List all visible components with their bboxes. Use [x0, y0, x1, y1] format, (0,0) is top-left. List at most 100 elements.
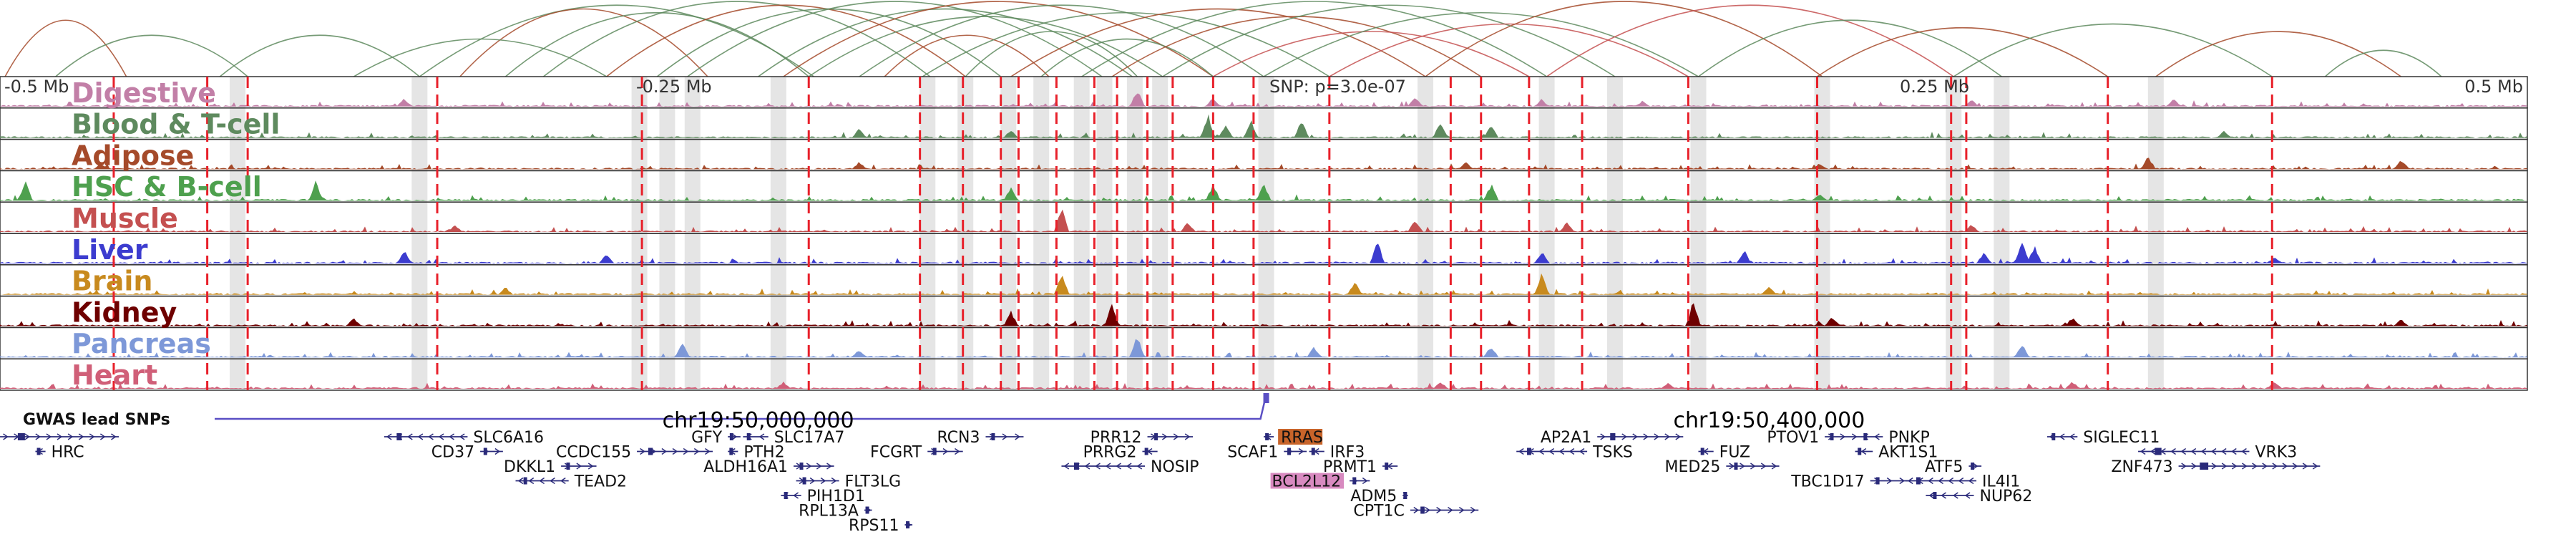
gene-strand-arrow: [2272, 463, 2278, 470]
gene-strand-arrow: [89, 433, 95, 440]
gene-exon-19: [1073, 463, 1079, 470]
signal-8: [0, 339, 2527, 358]
gene-strand-arrow: [1095, 463, 1101, 470]
gene-strand-arrow: [758, 433, 765, 440]
loop-arc-31: [2324, 49, 2442, 77]
gene-exon-30: [1734, 463, 1738, 470]
gene-strand-arrow: [826, 463, 832, 470]
gene-exon-14: [906, 521, 910, 528]
gene-strand-arrow: [1126, 463, 1132, 470]
signal-tracks: [0, 76, 2528, 391]
gene-strand-arrow: [2292, 463, 2298, 470]
gene-strand-arrow: [955, 448, 960, 455]
ruler-tick-label: -0.25 Mb: [636, 77, 712, 97]
gene-label-30: MED25: [1665, 458, 1721, 476]
ruler-tick-label: 0.5 Mb: [2464, 77, 2523, 97]
gene-strand-arrow: [1136, 463, 1143, 470]
gene-strand-arrow: [2242, 463, 2248, 470]
gene-label-38: SIGLEC11: [2083, 429, 2160, 447]
gene-exon-33: [1858, 448, 1862, 455]
loop-arc-21: [1162, 4, 1616, 77]
gene-strand-arrow: [1621, 433, 1628, 440]
loop-arc-17: [1010, 8, 1426, 77]
gene-exon-34: [1971, 463, 1975, 470]
gene-exon-24: [1352, 477, 1357, 485]
gene-strand-arrow: [809, 477, 816, 485]
track-label-4: Muscle: [72, 203, 178, 234]
gene-strand-arrow: [57, 433, 63, 440]
gene-strand-arrow: [816, 463, 822, 470]
loop-arc-7: [606, 4, 966, 77]
gene-exon-23: [1385, 463, 1389, 470]
gene-exon-2: [396, 433, 402, 440]
gene-strand-arrow: [1664, 433, 1671, 440]
gene-strand-arrow: [2220, 448, 2227, 455]
gene-strand-arrow: [438, 433, 444, 440]
gene-exon-15: [932, 448, 937, 455]
gene-strand-arrow: [67, 433, 74, 440]
gene-strand-arrow: [2069, 433, 2075, 440]
gene-label-19: NOSIP: [1151, 458, 1199, 476]
gene-strand-arrow: [1958, 477, 1964, 485]
gene-strand-arrow: [661, 448, 668, 455]
gene-strand-arrow: [820, 477, 826, 485]
gene-strand-arrow: [2312, 463, 2318, 470]
gene-strand-arrow: [24, 433, 30, 440]
gene-exon-31: [1830, 433, 1834, 440]
loop-arc-15: [922, 11, 1330, 77]
gene-label-6: CCDC155: [556, 444, 631, 462]
gene-label-9: PTH2: [743, 444, 784, 462]
gene-strand-arrow: [1184, 433, 1191, 440]
gene-label-13: RPL13A: [799, 503, 859, 521]
loop-arc-13: [859, 4, 1264, 77]
gene-strand-arrow: [1899, 477, 1906, 485]
gene-exon-7: [729, 433, 733, 440]
gene-strand-arrow: [2262, 463, 2268, 470]
gene-strand-arrow: [1928, 477, 1933, 485]
gene-label-26: CPT1C: [1353, 503, 1404, 521]
gene-strand-arrow: [672, 448, 678, 455]
loop-arc-20: [1111, 16, 1482, 77]
gene-exon-36: [1916, 477, 1921, 485]
gene-strand-arrow: [1470, 506, 1476, 514]
gene-label-31: PTOV1: [1767, 429, 1819, 447]
gene-strand-arrow: [386, 433, 392, 440]
gene-strand-arrow: [2302, 463, 2308, 470]
loop-arc-12: [808, 16, 1163, 77]
gene-strand-arrow: [640, 448, 645, 455]
gene-exon-38: [2051, 433, 2056, 440]
gene-strand-arrow: [1760, 463, 1767, 470]
gene-exon-20: [1265, 433, 1269, 440]
gene-strand-arrow: [1436, 506, 1442, 514]
loop-arc-19: [1081, 1, 1548, 77]
gene-label-4: DKKL1: [504, 458, 555, 476]
track-label-6: Brain: [72, 266, 152, 297]
gene-strand-arrow: [2282, 463, 2288, 470]
track-label-8: Pancreas: [72, 328, 211, 359]
gene-strand-arrow: [2252, 463, 2258, 470]
gene-highlight-box-20: [1278, 429, 1323, 445]
gene-strand-arrow: [1425, 506, 1430, 514]
gene-strand-arrow: [1548, 448, 1555, 455]
gene-label-40: ZNF473: [2111, 458, 2172, 476]
gene-exon-29: [1700, 448, 1704, 455]
chromatin-loop-arcs: [4, 1, 2442, 77]
gene-strand-arrow: [2190, 448, 2197, 455]
gene-strand-arrow: [1458, 506, 1465, 514]
loop-arc-29: [1953, 23, 2273, 77]
gene-strand-arrow: [35, 433, 42, 440]
gene-label-7: GFY: [691, 429, 723, 447]
gene-strand-arrow: [3, 433, 9, 440]
loop-arc-5: [504, 12, 809, 77]
gene-strand-arrow: [1568, 448, 1575, 455]
gene-label-3: CD37: [431, 444, 474, 462]
track-label-9: Heart: [72, 359, 157, 391]
gene-strand-arrow: [449, 433, 454, 440]
gene-exon-10: [799, 463, 804, 470]
gene-strand-arrow: [2140, 448, 2146, 455]
gene-strand-arrow: [1538, 448, 1544, 455]
gene-strand-arrow: [731, 433, 738, 440]
gene-strand-arrow: [2191, 463, 2197, 470]
gene-annotations: TRPM4HRCSLC6A16CD37DKKL1TEAD2CCDC155GFYS…: [0, 429, 2321, 535]
